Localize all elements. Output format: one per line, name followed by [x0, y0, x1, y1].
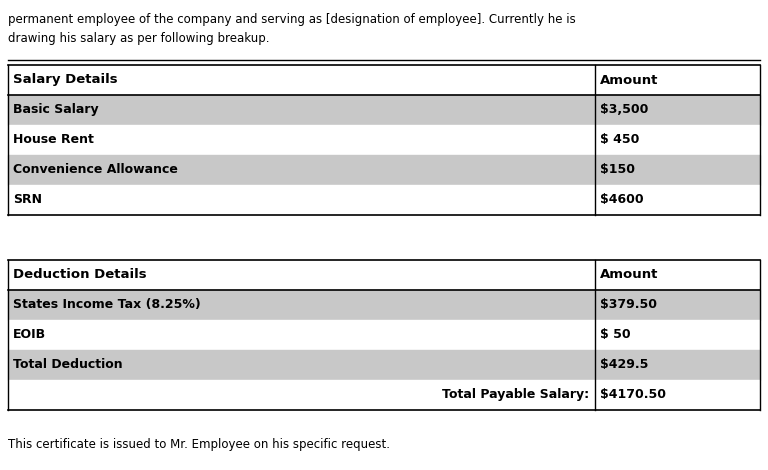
Bar — [8, 95, 760, 125]
Text: $4170.50: $4170.50 — [600, 389, 666, 401]
Text: $4600: $4600 — [600, 194, 643, 206]
Bar — [8, 350, 760, 380]
Bar — [8, 65, 760, 95]
Text: Total Deduction: Total Deduction — [13, 359, 123, 371]
Text: $ 450: $ 450 — [600, 133, 639, 147]
Text: States Income Tax (8.25%): States Income Tax (8.25%) — [13, 298, 200, 312]
Text: $379.50: $379.50 — [600, 298, 657, 312]
Text: This certificate is issued to Mr. Employee on his specific request.: This certificate is issued to Mr. Employ… — [8, 438, 390, 451]
Text: Total Payable Salary:: Total Payable Salary: — [442, 389, 590, 401]
Bar — [8, 185, 760, 215]
Text: House Rent: House Rent — [13, 133, 94, 147]
Bar — [8, 290, 760, 320]
Text: $3,500: $3,500 — [600, 103, 648, 117]
Bar — [8, 320, 760, 350]
Bar — [8, 260, 760, 290]
Text: $429.5: $429.5 — [600, 359, 648, 371]
Bar — [8, 380, 760, 410]
Text: Convenience Allowance: Convenience Allowance — [13, 164, 178, 177]
Text: SRN: SRN — [13, 194, 42, 206]
Text: drawing his salary as per following breakup.: drawing his salary as per following brea… — [8, 32, 270, 45]
Text: Amount: Amount — [600, 73, 658, 86]
Text: permanent employee of the company and serving as [designation of employee]. Curr: permanent employee of the company and se… — [8, 13, 576, 26]
Bar — [8, 155, 760, 185]
Text: EOIB: EOIB — [13, 329, 46, 342]
Bar — [8, 125, 760, 155]
Text: Deduction Details: Deduction Details — [13, 268, 147, 282]
Text: $ 50: $ 50 — [600, 329, 631, 342]
Text: Amount: Amount — [600, 268, 658, 282]
Text: $150: $150 — [600, 164, 634, 177]
Text: Basic Salary: Basic Salary — [13, 103, 98, 117]
Text: Salary Details: Salary Details — [13, 73, 118, 86]
